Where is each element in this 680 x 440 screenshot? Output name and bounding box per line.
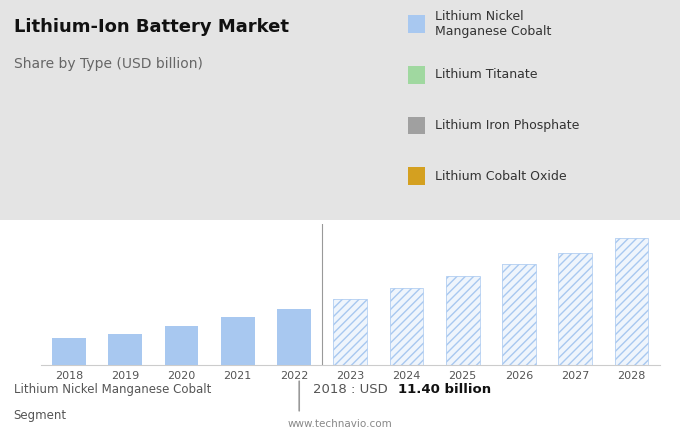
Text: 11.40 billion: 11.40 billion — [398, 383, 491, 396]
Text: Segment: Segment — [14, 409, 67, 422]
Text: Lithium Titanate: Lithium Titanate — [435, 68, 538, 81]
Text: Share by Type (USD billion): Share by Type (USD billion) — [14, 57, 203, 71]
Text: Lithium Cobalt Oxide: Lithium Cobalt Oxide — [435, 169, 567, 183]
Text: Lithium Nickel
Manganese Cobalt: Lithium Nickel Manganese Cobalt — [435, 10, 551, 38]
Bar — [446, 276, 479, 365]
Bar — [558, 253, 592, 365]
Bar — [615, 238, 648, 365]
Text: Lithium Nickel Manganese Cobalt: Lithium Nickel Manganese Cobalt — [14, 383, 211, 396]
Bar — [108, 334, 142, 365]
Bar — [390, 288, 424, 365]
Text: Lithium-Ion Battery Market: Lithium-Ion Battery Market — [14, 18, 288, 36]
Wedge shape — [260, 33, 367, 196]
Bar — [446, 276, 479, 365]
Bar — [558, 253, 592, 365]
Bar — [277, 309, 311, 365]
Wedge shape — [251, 33, 286, 79]
Bar — [615, 238, 648, 365]
Text: 2018 : USD: 2018 : USD — [313, 383, 392, 396]
Bar — [502, 264, 536, 365]
Wedge shape — [205, 119, 273, 192]
Wedge shape — [204, 40, 269, 125]
Bar — [221, 317, 254, 365]
Text: Lithium Iron Phosphate: Lithium Iron Phosphate — [435, 119, 579, 132]
Bar — [502, 264, 536, 365]
Bar — [333, 300, 367, 365]
Bar — [390, 288, 424, 365]
Bar — [333, 300, 367, 365]
Text: www.technavio.com: www.technavio.com — [288, 419, 392, 429]
Bar — [52, 338, 86, 365]
Bar — [165, 326, 199, 365]
